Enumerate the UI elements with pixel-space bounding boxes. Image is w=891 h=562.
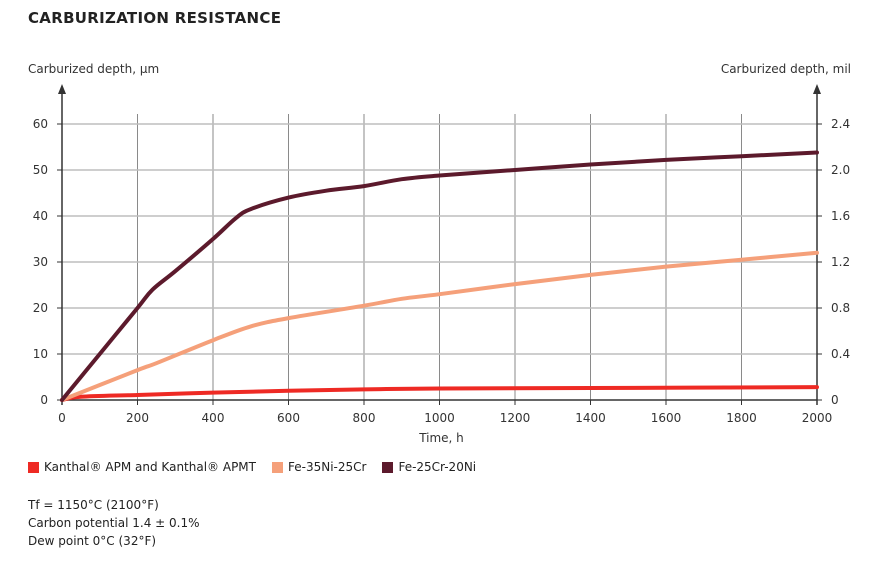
y-tick-label: 40 <box>33 209 48 223</box>
y2-tick-label: 1.6 <box>831 209 850 223</box>
y-tick-label: 60 <box>33 117 48 131</box>
y-tick-label: 0 <box>40 393 48 407</box>
legend-label: Fe-35Ni-25Cr <box>288 460 367 474</box>
legend-label: Kanthal® APM and Kanthal® APMT <box>44 460 256 474</box>
y2-tick-label: 2.4 <box>831 117 850 131</box>
x-tick-label: 1200 <box>500 411 531 425</box>
x-tick-label: 2000 <box>802 411 833 425</box>
legend-swatch <box>272 461 283 473</box>
note-carbon-potential: Carbon potential 1.4 ± 0.1% <box>28 516 200 530</box>
legend-swatch <box>382 461 394 473</box>
legend: Kanthal® APM and Kanthal® APMT Fe-35Ni-2… <box>28 460 476 474</box>
y2-tick-label: 1.2 <box>831 255 850 269</box>
y-axis-label: Carburized depth, µm <box>28 62 159 76</box>
y-tick-label: 30 <box>33 255 48 269</box>
y-tick-label: 50 <box>33 163 48 177</box>
note-temperature: Tf = 1150°C (2100°F) <box>28 498 159 512</box>
chart-title: CARBURIZATION RESISTANCE <box>28 9 282 27</box>
y-tick-label: 10 <box>33 347 48 361</box>
y2-tick-label: 0.8 <box>831 301 850 315</box>
y2-axis-label: Carburized depth, mil <box>721 62 851 76</box>
y-axis-right-arrow-icon <box>813 84 821 94</box>
legend-item-fe25cr20ni: Fe-25Cr-20Ni <box>382 460 476 474</box>
y2-tick-label: 0.4 <box>831 347 850 361</box>
note-dew-point: Dew point 0°C (32°F) <box>28 534 157 548</box>
y-tick-label: 20 <box>33 301 48 315</box>
series-line-1 <box>60 250 819 402</box>
series-line-2 <box>60 150 819 402</box>
x-tick-label: 0 <box>58 411 66 425</box>
x-tick-label: 400 <box>202 411 225 425</box>
x-tick-label: 600 <box>277 411 300 425</box>
legend-item-fe35ni25cr: Fe-35Ni-25Cr <box>272 460 366 474</box>
x-axis-label: Time, h <box>418 431 464 445</box>
legend-label: Fe-25Cr-20Ni <box>398 460 477 474</box>
y2-tick-label: 0 <box>831 393 839 407</box>
x-tick-label: 800 <box>353 411 376 425</box>
x-tick-label: 1000 <box>424 411 455 425</box>
x-tick-label: 200 <box>126 411 149 425</box>
series-line-0 <box>60 385 819 402</box>
legend-swatch <box>28 461 39 473</box>
x-tick-label: 1400 <box>575 411 606 425</box>
y2-tick-label: 2.0 <box>831 163 850 177</box>
y-axis-left-arrow-icon <box>58 84 66 94</box>
legend-item-kanthal: Kanthal® APM and Kanthal® APMT <box>28 460 256 474</box>
test-conditions: Tf = 1150°C (2100°F) Carbon potential 1.… <box>28 496 200 550</box>
x-tick-label: 1800 <box>726 411 757 425</box>
x-tick-label: 1600 <box>651 411 682 425</box>
